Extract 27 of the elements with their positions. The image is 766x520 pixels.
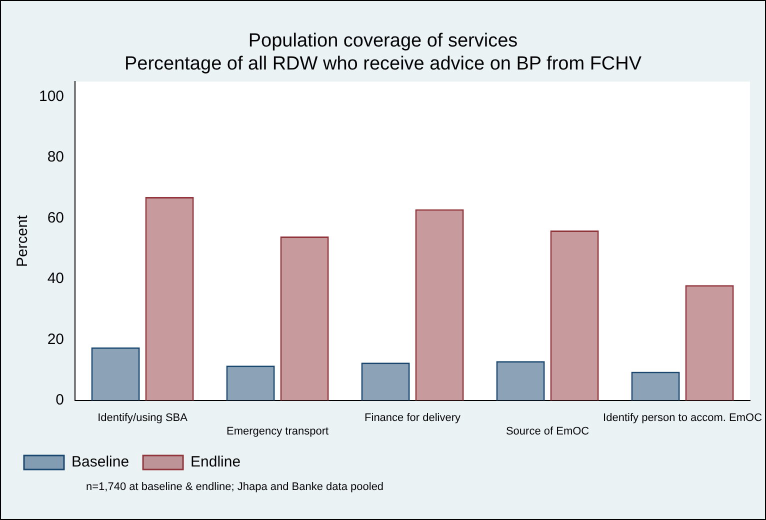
text: n=1,740 at baseline & endline; Jhapa and Banke data pooled [86, 481, 384, 493]
bar [91, 347, 140, 401]
y-tick-label: 0 [56, 392, 64, 409]
bar [361, 362, 410, 401]
legend-label: Endline [190, 454, 241, 471]
bar [496, 361, 545, 401]
bar [145, 197, 194, 401]
y-tick-label: 60 [47, 209, 64, 226]
bar [226, 366, 275, 401]
x-tick-label: Source of EmOC [506, 425, 590, 438]
bar [550, 230, 599, 401]
bar [631, 372, 680, 401]
legend-label: Baseline [72, 454, 130, 471]
bar [280, 236, 329, 401]
y-tick-label: 100 [38, 88, 64, 105]
x-tick-label: Emergency transport [226, 425, 329, 438]
y-tick-label: 80 [47, 148, 64, 166]
y-axis-title: Percent [14, 214, 32, 267]
y-tick-label: 40 [47, 270, 64, 288]
x-tick-label: Identify person to accom. EmOC [603, 412, 762, 424]
y-tick-label: 20 [47, 330, 64, 348]
x-tick-label: Identify/using SBA [98, 412, 188, 424]
x-tick-label: Finance for delivery [364, 412, 462, 424]
chart-subtitle: Percentage of all RDW who receive advice on BP from FCHV [124, 53, 642, 74]
chart-title: Population coverage of services [248, 30, 518, 52]
bar [685, 285, 734, 401]
bar [415, 209, 464, 401]
